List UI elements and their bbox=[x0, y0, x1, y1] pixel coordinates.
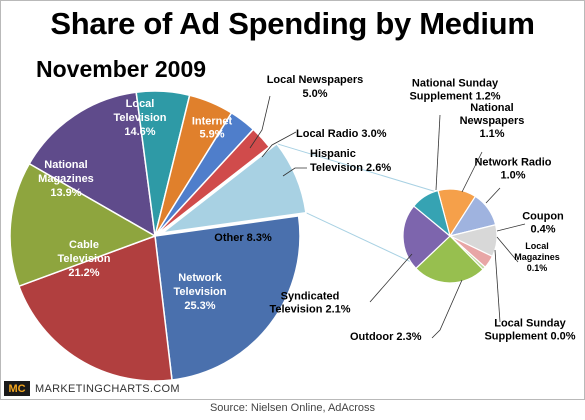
label-hispanic-television: Hispanic bbox=[310, 148, 356, 160]
sub-slice-outdoor bbox=[415, 235, 484, 284]
label-internet: Internet bbox=[192, 115, 233, 127]
sub-label-national-newspapers: Newspapers bbox=[460, 115, 525, 127]
source-note: Source: Nielsen Online, AdAcross bbox=[209, 402, 376, 414]
sub-leader-local-sunday-supplement bbox=[494, 249, 501, 323]
sub-label-local-magazines: 0.1% bbox=[527, 263, 548, 273]
slice-network-television bbox=[154, 214, 301, 381]
slice-other bbox=[159, 142, 307, 235]
logo-text: MC bbox=[8, 383, 26, 395]
leader-local-newspapers bbox=[249, 95, 271, 149]
sub-slice-syndicated-television bbox=[402, 205, 451, 270]
label-local-radio: Local Radio 3.0% bbox=[296, 128, 387, 140]
slice-local-television bbox=[28, 91, 156, 238]
label-local-television: 14.6% bbox=[124, 126, 155, 138]
chart-subtitle: November 2009 bbox=[36, 56, 207, 82]
sub-leader-coupon bbox=[496, 223, 526, 232]
sub-label-local-sunday-supplement: Supplement 0.0% bbox=[484, 330, 575, 342]
sub-label-syndicated-television: Syndicated bbox=[281, 290, 340, 302]
main-pie bbox=[9, 90, 307, 382]
label-local-television: Local bbox=[126, 98, 155, 110]
sub-label-syndicated-television: Television 2.1% bbox=[269, 303, 350, 315]
sub-leader-outdoor bbox=[431, 279, 463, 339]
label-local-newspapers: Local Newspapers bbox=[267, 74, 364, 86]
chart-title: Share of Ad Spending by Medium bbox=[50, 6, 535, 41]
label-cable-television: Cable bbox=[69, 239, 99, 251]
label-national-magazines: National bbox=[44, 159, 87, 171]
label-local-newspapers: 5.0% bbox=[302, 88, 327, 100]
sub-label-local-magazines: Magazines bbox=[514, 252, 560, 262]
leader-hispanic-television bbox=[282, 167, 307, 177]
label-hispanic-television: Television 2.6% bbox=[310, 162, 391, 174]
label-national-magazines: 13.9% bbox=[50, 187, 81, 199]
sub-label-network-radio: Network Radio bbox=[474, 156, 551, 168]
sub-slice-unlabeled bbox=[412, 189, 452, 238]
brand-name: MARKETINGCHARTS.COM bbox=[35, 383, 180, 395]
label-local-television: Television bbox=[114, 112, 167, 124]
sub-label-outdoor: Outdoor 2.3% bbox=[350, 331, 422, 343]
sub-leader-national-sunday-supplement bbox=[435, 114, 441, 191]
label-network-television: Network bbox=[178, 272, 222, 284]
sub-leader-network-radio bbox=[485, 187, 501, 204]
label-cable-television: 21.2% bbox=[68, 267, 99, 279]
sub-label-coupon: 0.4% bbox=[530, 223, 555, 235]
sub-label-national-sunday-supplement: National Sunday bbox=[412, 77, 499, 89]
marketingcharts-logo bbox=[4, 381, 30, 396]
sub-leader-syndicated-television bbox=[369, 253, 413, 303]
label-other: Other 8.3% bbox=[214, 232, 272, 244]
label-network-television: Television bbox=[174, 286, 227, 298]
label-internet: 5.9% bbox=[199, 128, 224, 140]
sub-label-national-newspapers: National bbox=[470, 102, 513, 114]
sub-label-coupon: Coupon bbox=[522, 210, 564, 222]
sub-label-local-magazines: Local bbox=[525, 241, 549, 251]
connector-line bbox=[276, 143, 441, 194]
slice-national-magazines bbox=[9, 162, 157, 288]
sub-label-local-sunday-supplement: Local Sunday bbox=[494, 317, 566, 329]
label-cable-television: Television bbox=[58, 253, 111, 265]
leader-lines bbox=[249, 95, 526, 339]
sub-leader-national-newspapers bbox=[461, 151, 483, 193]
sub-label-national-sunday-supplement: Supplement 1.2% bbox=[409, 90, 500, 102]
label-network-television: 25.3% bbox=[184, 300, 215, 312]
sub-label-national-newspapers: 1.1% bbox=[479, 128, 504, 140]
other-breakdown-pie bbox=[402, 188, 498, 284]
label-national-magazines: Magazines bbox=[38, 173, 94, 185]
sub-leader-local-magazines bbox=[496, 236, 519, 263]
leader-local-radio bbox=[261, 131, 297, 158]
sub-label-network-radio: 1.0% bbox=[500, 169, 525, 181]
slice-hispanic-television bbox=[154, 128, 271, 237]
